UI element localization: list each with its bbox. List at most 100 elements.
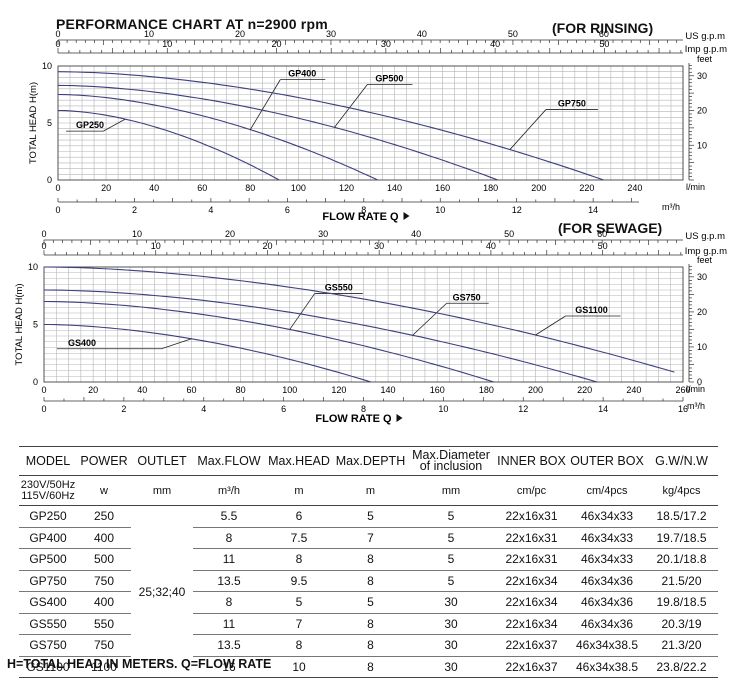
table-cell: 8 — [193, 591, 265, 614]
table-row: GP400 400 8 7.5 7 5 22x16x31 46x34x33 19.7/18.5 — [19, 527, 718, 549]
table-row: GS400 400 8 5 5 30 22x16x34 46x34x36 19.8/18.5 — [19, 591, 718, 614]
curve-gp250 — [58, 109, 280, 181]
table-header-cell: OUTLET — [131, 446, 193, 476]
table-cell: 19.7/18.5 — [645, 527, 718, 549]
table-cell: 18.5/17.2 — [645, 505, 718, 528]
us-gpm-tick-label: 30 — [326, 29, 336, 39]
us-gpm-tick-label: 30 — [318, 229, 328, 239]
table-row: GS750 750 13.5 8 8 30 22x16x37 46x34x38.5 21.3/2… — [19, 634, 718, 657]
table-cell: 400 — [77, 527, 131, 549]
table-cell: 46x34x33 — [569, 548, 645, 571]
us-gpm-tick-label: 40 — [417, 29, 427, 39]
x-lpm-tick-label: 240 — [627, 183, 642, 193]
table-cell: 23.8/22.2 — [645, 656, 718, 678]
table-unit-cell: cm/4pcs — [569, 475, 645, 506]
table-cell: 46x34x33 — [569, 527, 645, 549]
curve-gp400 — [57, 93, 378, 181]
imp-gpm-tick-label: 0 — [41, 241, 46, 251]
table-header-cell: Max.DEPTH — [333, 446, 408, 476]
x-lpm-tick-label: 220 — [577, 385, 592, 395]
table-unit-cell: m — [333, 475, 408, 506]
table-cell: 11 — [193, 613, 265, 635]
table-header-cell: POWER — [77, 446, 131, 476]
feet-tick-label: 10 — [697, 342, 707, 352]
feet-tick-label: 30 — [697, 71, 707, 81]
series-label-gs400: GS400 — [68, 338, 96, 348]
table-cell: 5 — [408, 505, 494, 528]
x-lpm-tick-label: 140 — [381, 385, 396, 395]
table-cell: 22x16x34 — [494, 613, 569, 635]
table-row: GS1100 1100 16 10 8 30 22x16x37 46x34x38.5 23.8/… — [19, 656, 718, 678]
table-unit-cell: w — [77, 475, 131, 506]
imp-gpm-tick-label: 30 — [374, 241, 384, 251]
table-cell: 5 — [265, 591, 333, 614]
table-row: GS550 550 11 7 8 30 22x16x34 46x34x36 20.3/19 — [19, 613, 718, 635]
series-label-gs550: GS550 — [325, 282, 353, 292]
x-lpm-tick-label: 100 — [282, 385, 297, 395]
series-label-gp250: GP250 — [76, 120, 104, 130]
imp-gpm-tick-label: 10 — [162, 39, 172, 49]
table-cell: 22x16x31 — [494, 527, 569, 549]
table-unit-cell: 230V/50Hz 115V/60Hz — [19, 475, 77, 506]
y-tick-label: 10 — [28, 262, 38, 272]
x-axis-label: FLOW RATE Q — [315, 413, 392, 425]
us-gpm-tick-label: 60 — [599, 29, 609, 39]
table-cell: 5 — [333, 505, 408, 528]
y-axis-label: TOTAL HEAD H(m) — [14, 283, 25, 365]
table-header-cell: MODEL — [19, 446, 77, 476]
table-cell: GP500 — [19, 548, 77, 571]
us-gpm-tick-label: 10 — [132, 229, 142, 239]
us-gpm-tick-label: 50 — [508, 29, 518, 39]
imp-gpm-tick-label: 40 — [486, 241, 496, 251]
table-cell: 1100 — [77, 656, 131, 678]
table-unit-cell: mm — [408, 475, 494, 506]
imp-gpm-axis-label: Imp g.p.m — [685, 246, 727, 257]
feet-tick-label: 20 — [697, 106, 707, 116]
table-cell: 22x16x37 — [494, 656, 569, 678]
table-cell: 8 — [333, 613, 408, 635]
table-cell: 5.5 — [193, 505, 265, 528]
imp-gpm-tick-label: 30 — [381, 39, 391, 49]
outlet-cell: 25;32;40 — [131, 505, 193, 678]
imp-gpm-tick-label: 50 — [598, 241, 608, 251]
feet-tick-label: 0 — [697, 377, 702, 387]
y-tick-label: 5 — [33, 320, 38, 330]
x-lpm-tick-label: 80 — [236, 385, 246, 395]
us-gpm-tick-label: 0 — [55, 29, 60, 39]
table-cell: 13.5 — [193, 634, 265, 657]
table-cell: 22x16x34 — [494, 591, 569, 614]
x-m3-tick-label: 0 — [41, 404, 46, 414]
us-gpm-tick-label: 50 — [504, 229, 514, 239]
x-unit-label: l/min — [686, 384, 705, 394]
x-lpm-tick-label: 160 — [435, 183, 450, 193]
x-lpm-tick-label: 180 — [483, 183, 498, 193]
x-m3-tick-label: 6 — [281, 404, 286, 414]
x-m3-unit-label: m³/h — [662, 202, 680, 212]
leader-line — [249, 79, 281, 130]
table-unit-cell: m³/h — [193, 475, 265, 506]
x-m3-tick-label: 0 — [55, 205, 60, 215]
feet-tick-label: 30 — [697, 272, 707, 282]
series-label-gs750: GS750 — [453, 292, 481, 302]
feet-tick-label: 10 — [697, 140, 707, 150]
x-unit-label: l/min — [686, 182, 705, 192]
table-header-cell: Max.FLOW — [193, 446, 265, 476]
us-gpm-tick-label: 20 — [235, 29, 245, 39]
table-cell: 250 — [77, 505, 131, 528]
table-cell: 5 — [333, 591, 408, 614]
table-cell: 22x16x31 — [494, 548, 569, 571]
footnote: H=TOTAL HEAD IN METERS. Q=FLOW RATE — [7, 657, 272, 671]
table-cell: GP400 — [19, 527, 77, 549]
table-cell: 7 — [333, 527, 408, 549]
table-cell: 46x34x38.5 — [569, 656, 645, 678]
x-m3-tick-label: 12 — [518, 404, 528, 414]
table-header-cell: INNER BOX — [494, 446, 569, 476]
x-lpm-tick-label: 220 — [579, 183, 594, 193]
table-row: GP250 250 25;32;40 5.5 6 5 5 22x16x31 46x34x33 18… — [19, 505, 718, 678]
x-axis-label: FLOW RATE Q — [322, 211, 399, 223]
x-lpm-tick-label: 180 — [479, 385, 494, 395]
x-m3-tick-label: 16 — [678, 404, 688, 414]
leader-line — [535, 315, 566, 336]
x-lpm-tick-label: 160 — [430, 385, 445, 395]
y-tick-label: 10 — [42, 61, 52, 71]
